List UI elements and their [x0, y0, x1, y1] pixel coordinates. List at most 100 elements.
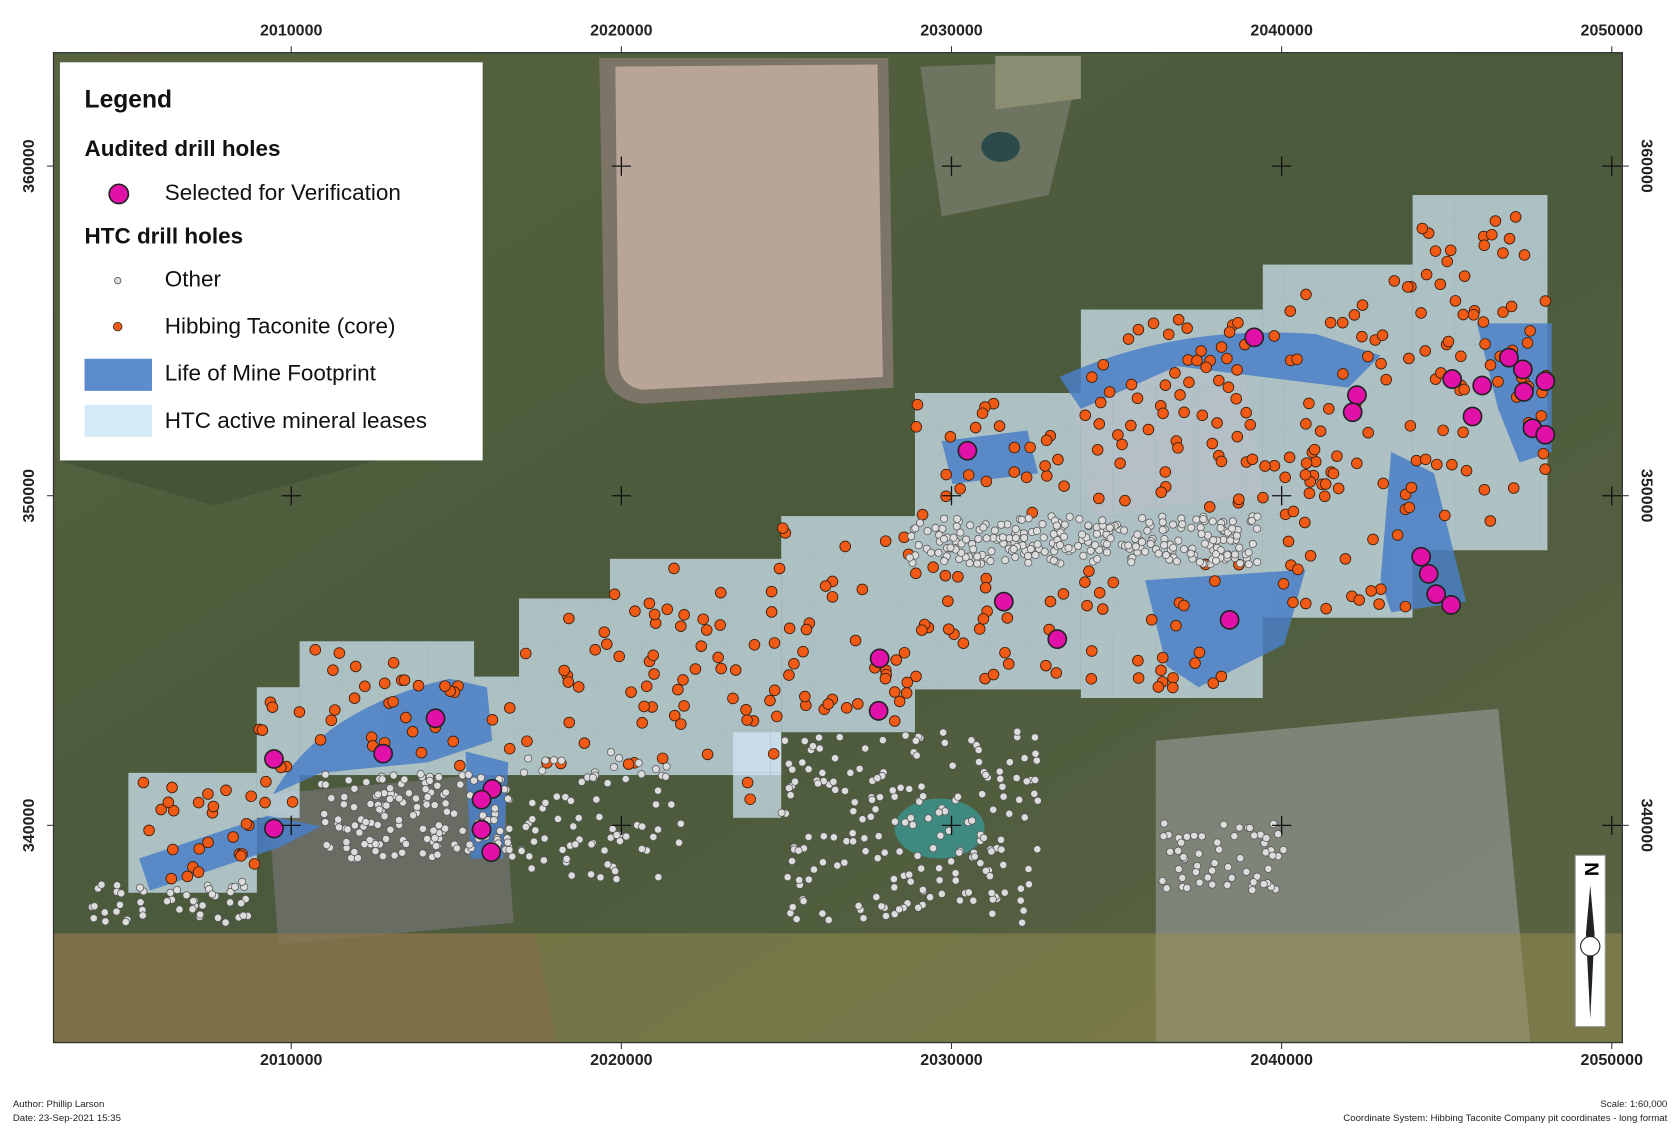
drill-hole-core	[1524, 325, 1536, 337]
drill-hole-other	[800, 737, 809, 746]
drill-hole-other	[1195, 558, 1204, 567]
drill-hole-other	[113, 881, 122, 890]
drill-hole-other	[1012, 774, 1021, 783]
drill-hole-core	[910, 421, 923, 433]
drill-hole-other	[394, 815, 403, 824]
drill-hole-core	[783, 622, 796, 635]
drill-hole-other	[413, 803, 422, 812]
drill-hole-other	[350, 821, 359, 830]
drill-hole-other	[784, 784, 793, 793]
drill-hole-other	[874, 832, 883, 841]
drill-hole-core	[563, 612, 575, 625]
drill-hole-other	[1106, 534, 1115, 543]
drill-hole-other	[795, 876, 804, 885]
drill-hole-core	[266, 701, 279, 713]
drill-hole-other	[182, 891, 191, 900]
drill-hole-core	[1097, 358, 1109, 371]
drill-hole-core	[852, 698, 864, 710]
drill-hole-other	[1178, 520, 1187, 529]
drill-hole-core	[348, 692, 361, 704]
drill-hole-other	[404, 789, 413, 798]
drill-hole-core	[1203, 501, 1216, 513]
drill-hole-other	[175, 905, 184, 914]
drill-hole-core	[700, 624, 713, 636]
drill-hole-other	[999, 860, 1008, 869]
drill-hole-core	[840, 702, 853, 714]
drill-hole-other	[1016, 884, 1025, 893]
drill-hole-selected	[373, 743, 394, 764]
drill-hole-other	[561, 793, 570, 802]
drill-hole-other	[996, 774, 1005, 783]
drill-hole-core	[1455, 350, 1467, 363]
drill-hole-core	[1259, 460, 1271, 472]
drill-hole-other	[1252, 524, 1262, 533]
drill-hole-core	[1304, 549, 1317, 562]
drill-hole-core	[629, 605, 641, 617]
drill-hole-core	[1444, 244, 1457, 257]
drill-hole-core	[166, 781, 178, 794]
drill-hole-core	[910, 567, 922, 580]
drill-hole-other	[917, 864, 926, 873]
drill-hole-core	[181, 870, 194, 883]
drill-hole-other	[654, 825, 663, 834]
drill-hole-core	[1222, 381, 1235, 393]
drill-hole-other	[952, 522, 961, 531]
drill-hole-other	[1039, 533, 1048, 542]
drill-hole-core	[1244, 418, 1257, 431]
drill-hole-other	[1040, 547, 1049, 556]
drill-hole-core	[1539, 295, 1552, 307]
drill-hole-other	[1215, 845, 1224, 854]
pond	[981, 131, 1020, 162]
drill-hole-core	[678, 700, 690, 712]
drill-hole-core	[1181, 322, 1193, 334]
drill-hole-other	[553, 814, 562, 823]
drill-hole-other	[949, 533, 958, 542]
drill-hole-other	[849, 807, 858, 816]
drill-hole-other	[997, 520, 1006, 529]
drill-hole-other	[1137, 537, 1146, 546]
drill-hole-other	[1166, 847, 1175, 856]
drill-hole-other	[871, 805, 880, 814]
drill-hole-core	[661, 603, 674, 616]
drill-hole-core	[1189, 657, 1201, 669]
drill-hole-core	[600, 638, 613, 650]
drill-hole-core	[1159, 379, 1172, 391]
drill-hole-other	[831, 754, 840, 763]
drill-hole-core	[647, 649, 660, 662]
map-frame	[52, 52, 1623, 1044]
drill-hole-other	[606, 748, 615, 757]
drill-hole-other	[1030, 789, 1039, 798]
drill-hole-core	[822, 698, 834, 710]
drill-hole-selected	[1244, 327, 1265, 348]
drill-hole-other	[937, 889, 946, 898]
drill-hole-core	[973, 623, 986, 635]
drill-hole-other	[999, 792, 1008, 801]
drill-hole-other	[1033, 540, 1042, 549]
drill-hole-core	[259, 796, 271, 809]
drill-hole-core	[849, 634, 862, 647]
drill-hole-other	[840, 786, 850, 795]
drill-hole-other	[117, 889, 126, 898]
drill-hole-core	[1142, 423, 1155, 436]
drill-hole-core	[797, 645, 809, 658]
drill-hole-other	[1011, 533, 1020, 543]
drill-hole-other	[804, 832, 813, 842]
drill-hole-core	[1356, 330, 1368, 343]
drill-hole-other	[953, 792, 963, 801]
drill-hole-core	[879, 535, 892, 547]
drill-hole-core	[193, 843, 206, 855]
drill-hole-other	[819, 832, 828, 841]
drill-hole-core	[1446, 458, 1458, 471]
drill-hole-other	[881, 911, 890, 920]
drill-hole-selected	[957, 440, 978, 461]
drill-hole-other	[571, 840, 580, 849]
drill-hole-other	[969, 545, 978, 554]
drill-hole-other	[794, 846, 803, 855]
drill-hole-other	[371, 847, 380, 856]
drill-hole-core	[1240, 406, 1252, 419]
drill-hole-core	[1093, 418, 1106, 430]
drill-hole-other	[464, 770, 473, 779]
drill-hole-core	[286, 796, 299, 808]
drill-hole-other	[567, 871, 576, 880]
drill-hole-core	[387, 657, 400, 669]
